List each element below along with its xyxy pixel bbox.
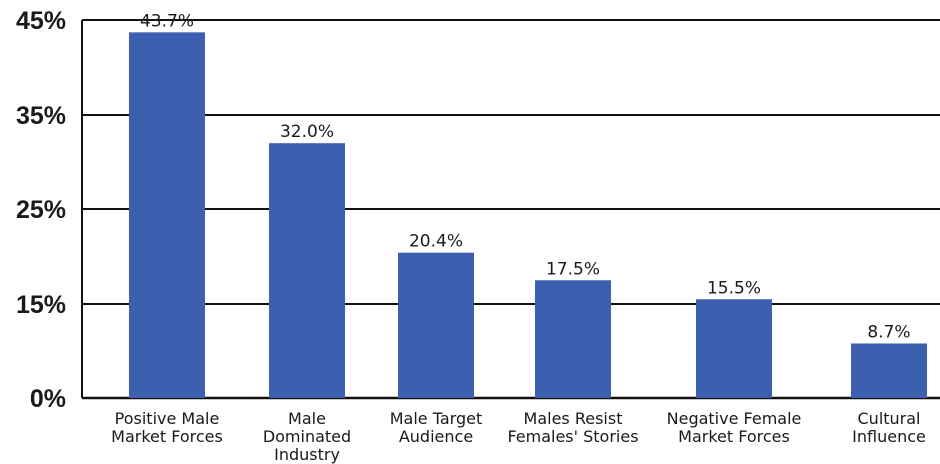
bar (696, 299, 772, 398)
bar (269, 143, 345, 398)
data-label: 17.5% (546, 259, 600, 279)
x-tick-label: Male Dominated Industry (263, 409, 351, 464)
bars (129, 32, 927, 398)
data-label: 8.7% (867, 322, 910, 342)
x-tick-label: Cultural Influence (852, 409, 926, 446)
y-tick-label: 0% (30, 385, 66, 413)
data-label: 15.5% (707, 278, 761, 298)
bar (129, 32, 205, 398)
x-tick-label: Positive Male Market Forces (111, 409, 223, 446)
y-tick-label: 15% (16, 291, 66, 319)
x-tick-label: Male Target Audience (390, 409, 482, 446)
y-tick-label: 45% (16, 7, 66, 35)
y-tick-label: 25% (16, 196, 66, 224)
bar (851, 343, 927, 398)
data-label: 43.7% (140, 11, 194, 31)
bar (535, 280, 611, 398)
data-label: 20.4% (409, 232, 463, 252)
data-label: 32.0% (280, 122, 334, 142)
bar (398, 252, 474, 398)
gridlines (82, 19, 940, 400)
y-tick-label: 35% (16, 102, 66, 130)
x-tick-label: Males Resist Females' Stories (507, 409, 638, 446)
value-labels: 43.7% 32.0% 20.4% 17.5% 15.5% 8.7% (140, 11, 911, 342)
x-tick-label: Negative Female Market Forces (667, 409, 802, 446)
y-axis: 0% 15% 25% 35% 45% (16, 7, 83, 413)
category-labels: Positive Male Market Forces Male Dominated I… (111, 409, 926, 464)
